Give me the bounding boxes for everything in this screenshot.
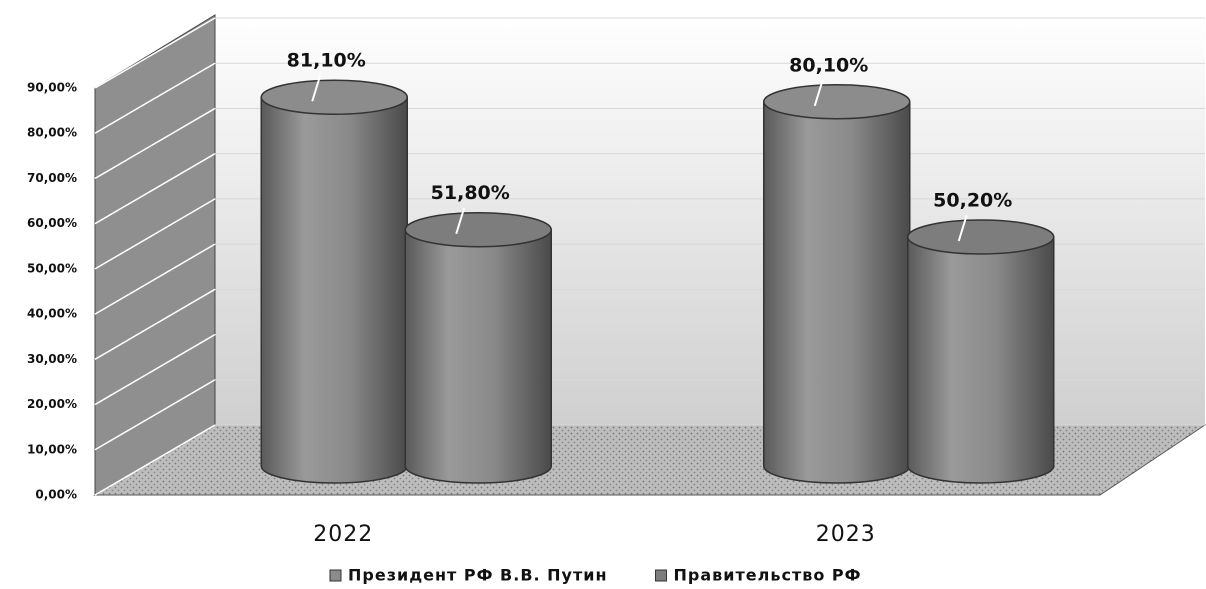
x-tick-label: 2023 [816, 522, 876, 547]
grid-line [94, 243, 216, 315]
grid-line [94, 424, 216, 496]
legend-label: Правительство РФ [674, 566, 862, 585]
bar-top [907, 219, 1055, 255]
legend-label: Президент РФ В.В. Путин [348, 566, 608, 585]
bar-top [404, 211, 552, 248]
y-tick-label: 60,00% [27, 216, 77, 230]
value-label: 51,80% [431, 182, 510, 204]
value-label: 81,10% [287, 50, 366, 72]
value-label: 80,10% [789, 54, 868, 76]
y-tick-label: 10,00% [27, 442, 77, 456]
label-leader [311, 74, 322, 102]
label-leader [813, 79, 824, 107]
grid-line [94, 17, 216, 89]
grid-line [94, 62, 216, 134]
bar-top [260, 79, 408, 115]
grid-line [94, 288, 216, 360]
x-tick-label: 2022 [313, 522, 373, 547]
grid-line [94, 153, 216, 225]
legend-marker [655, 569, 668, 582]
bar-top [763, 84, 911, 120]
y-tick-label: 0,00% [35, 488, 77, 502]
y-tick-label: 80,00% [27, 126, 77, 140]
y-tick-label: 20,00% [27, 397, 77, 411]
bar [404, 228, 552, 484]
bar [260, 96, 408, 484]
bar [907, 236, 1055, 484]
grid-line [94, 333, 216, 406]
y-tick-label: 70,00% [27, 171, 77, 185]
label-leader [957, 214, 968, 242]
y-tick-label: 30,00% [27, 352, 77, 366]
value-label: 50,20% [933, 189, 1012, 211]
grid-line [94, 379, 216, 451]
y-tick-label: 50,00% [27, 261, 77, 275]
y-tick-label: 90,00% [27, 81, 77, 95]
bar [763, 101, 911, 484]
grid-line [94, 198, 216, 270]
legend-marker [329, 569, 342, 582]
y-tick-label: 40,00% [27, 307, 77, 321]
grid-line [94, 107, 216, 180]
label-leader [455, 207, 466, 235]
